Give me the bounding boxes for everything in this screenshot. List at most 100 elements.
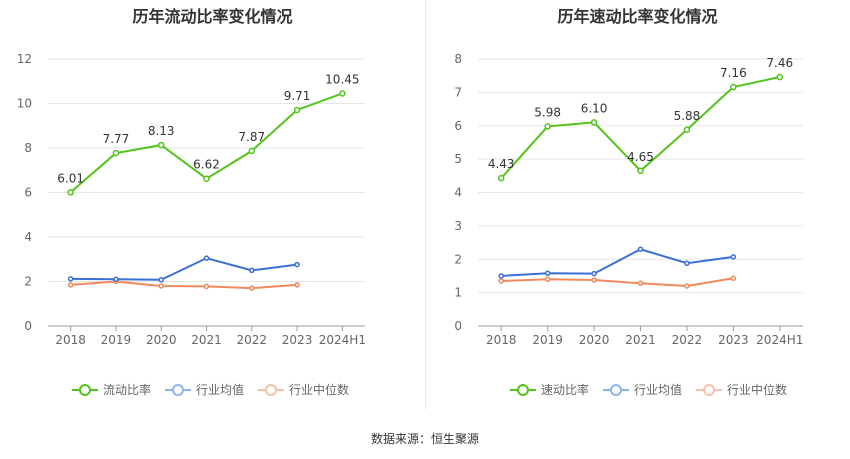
data-point bbox=[637, 167, 644, 175]
y-tick-label: 3 bbox=[454, 219, 462, 233]
data-point bbox=[730, 254, 737, 260]
legend-label: 行业均值 bbox=[634, 383, 683, 397]
data-point bbox=[248, 147, 256, 155]
data-label: 6.10 bbox=[581, 101, 608, 115]
legend-label: 速动比率 bbox=[541, 383, 590, 397]
x-tick-label: 2023 bbox=[282, 333, 313, 347]
data-point bbox=[112, 149, 120, 157]
data-point bbox=[293, 106, 301, 114]
data-point bbox=[544, 270, 551, 277]
data-point bbox=[294, 282, 300, 288]
legend-line-marker-icon bbox=[72, 383, 98, 396]
data-label: 7.87 bbox=[238, 130, 265, 144]
data-point bbox=[730, 275, 737, 282]
data-label: 5.98 bbox=[534, 105, 561, 119]
x-tick-label: 2021 bbox=[191, 333, 222, 347]
x-tick-label: 2020 bbox=[579, 333, 610, 347]
data-point bbox=[684, 283, 690, 289]
legend-item-quick-ratio[interactable]: 速动比率 bbox=[510, 381, 589, 398]
data-point bbox=[158, 283, 164, 289]
data-point bbox=[294, 261, 300, 268]
y-tick-label: 10 bbox=[17, 97, 32, 111]
legend-item-industry-avg[interactable]: 行业均值 bbox=[603, 381, 682, 398]
series-line bbox=[501, 277, 734, 287]
data-point bbox=[203, 255, 210, 261]
x-tick-label: 2021 bbox=[625, 333, 656, 347]
data-point bbox=[157, 141, 165, 149]
data-point bbox=[637, 280, 644, 287]
legend-label: 行业均值 bbox=[196, 383, 245, 397]
y-tick-label: 2 bbox=[454, 252, 462, 266]
chart-title-quick-ratio: 历年速动比率变化情况 bbox=[557, 7, 718, 26]
legend-marker bbox=[610, 383, 623, 396]
legend-marker bbox=[79, 383, 91, 396]
data-point bbox=[683, 126, 691, 134]
x-tick-label: 2019 bbox=[532, 333, 563, 347]
data-point bbox=[113, 276, 119, 283]
series-line bbox=[70, 257, 298, 281]
data-point bbox=[498, 278, 504, 284]
data-point bbox=[497, 174, 505, 182]
data-point bbox=[498, 273, 504, 279]
legend-line-marker-icon bbox=[510, 383, 536, 396]
legend-item-industry-median[interactable]: 行业中位数 bbox=[258, 381, 349, 398]
data-point bbox=[591, 270, 597, 277]
legend-label: 行业中位数 bbox=[289, 383, 350, 397]
series-line bbox=[70, 280, 298, 290]
x-tick-label: 2018 bbox=[486, 333, 517, 347]
legend-marker bbox=[172, 383, 185, 396]
data-label: 7.77 bbox=[103, 132, 130, 146]
data-source-note: 数据来源：恒生聚源 bbox=[370, 432, 479, 446]
y-tick-label: 4 bbox=[454, 186, 462, 200]
data-point bbox=[637, 246, 644, 252]
data-point bbox=[591, 277, 597, 283]
chart-title-current-ratio: 历年流动比率变化情况 bbox=[132, 7, 293, 26]
legend-line-marker-icon bbox=[258, 383, 285, 396]
legend-line-marker-icon bbox=[603, 383, 630, 396]
data-point bbox=[249, 285, 255, 291]
data-label: 6.01 bbox=[57, 171, 84, 185]
data-label: 8.13 bbox=[148, 124, 175, 138]
legend-line-marker-icon bbox=[696, 383, 723, 396]
y-tick-label: 5 bbox=[454, 152, 462, 166]
data-point bbox=[776, 73, 784, 81]
legend-item-current-ratio[interactable]: 流动比率 bbox=[72, 381, 151, 398]
data-label: 4.65 bbox=[627, 150, 654, 164]
x-tick-label: 2020 bbox=[146, 333, 177, 347]
data-label: 6.62 bbox=[193, 158, 220, 172]
current-ratio-chart: 0 2 4 6 8 10 12 2018 2019 2020 2021 2022 2023 2024H1 6… bbox=[17, 52, 366, 347]
legend-label: 流动比率 bbox=[103, 383, 152, 397]
y-tick-label: 6 bbox=[454, 119, 462, 133]
y-tick-label: 4 bbox=[24, 230, 32, 244]
x-tick-label: 2018 bbox=[55, 333, 86, 347]
quick-ratio-chart: 0 1 2 3 4 5 6 7 8 2018 2019 2020 2021 2022 2023 2024H1 4… bbox=[454, 52, 803, 347]
legend-quick-ratio: 速动比率 行业均值 行业中位数 bbox=[510, 381, 801, 398]
x-tick-label: 2024H1 bbox=[756, 333, 803, 347]
legend-line-marker-icon bbox=[165, 383, 192, 396]
y-tick-label: 8 bbox=[454, 52, 462, 66]
data-point bbox=[684, 260, 690, 267]
data-point bbox=[730, 83, 737, 91]
data-label: 7.16 bbox=[720, 66, 747, 80]
legend-item-industry-avg[interactable]: 行业均值 bbox=[165, 381, 244, 398]
data-point bbox=[67, 276, 74, 282]
data-label: 4.43 bbox=[488, 157, 515, 171]
y-tick-label: 7 bbox=[454, 85, 462, 99]
x-tick-label: 2024H1 bbox=[319, 333, 366, 347]
x-tick-label: 2022 bbox=[672, 333, 703, 347]
data-label: 7.46 bbox=[766, 56, 793, 70]
data-point bbox=[249, 267, 255, 274]
y-tick-label: 8 bbox=[24, 141, 32, 155]
legend-label: 行业中位数 bbox=[727, 383, 788, 397]
y-tick-label: 0 bbox=[454, 319, 462, 333]
y-tick-label: 1 bbox=[454, 286, 462, 300]
data-point bbox=[203, 283, 210, 290]
data-label: 9.71 bbox=[284, 89, 311, 103]
legend-marker bbox=[703, 383, 716, 396]
data-point bbox=[339, 90, 346, 97]
x-tick-label: 2023 bbox=[718, 333, 749, 347]
x-tick-label: 2019 bbox=[101, 333, 132, 347]
legend-item-industry-median[interactable]: 行业中位数 bbox=[696, 381, 787, 398]
y-tick-label: 6 bbox=[24, 186, 32, 200]
data-point bbox=[544, 276, 551, 283]
